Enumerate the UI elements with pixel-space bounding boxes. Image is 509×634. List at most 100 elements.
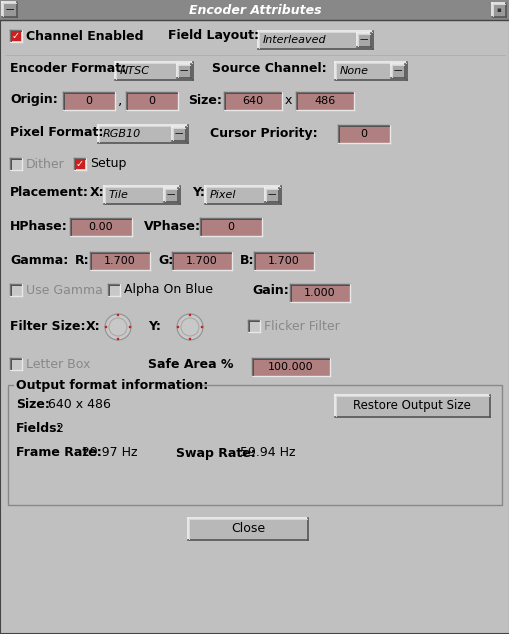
Bar (164, 188, 178, 202)
Bar (74, 158, 86, 170)
Text: 1.000: 1.000 (303, 288, 335, 298)
Bar (108, 284, 120, 296)
Text: HPhase:: HPhase: (10, 219, 68, 233)
Bar (334, 62, 406, 80)
Text: 640 x 486: 640 x 486 (48, 399, 110, 411)
Text: Encoder Attributes: Encoder Attributes (188, 4, 321, 16)
Bar (70, 218, 132, 236)
Text: NTSC: NTSC (120, 66, 150, 76)
Text: Placement:: Placement: (10, 186, 89, 200)
Circle shape (176, 326, 179, 328)
Text: 2: 2 (55, 422, 63, 436)
Text: X:: X: (86, 320, 100, 332)
Circle shape (188, 314, 191, 316)
Circle shape (104, 326, 107, 328)
Text: Gamma:: Gamma: (10, 254, 68, 266)
Text: Fields:: Fields: (16, 422, 63, 436)
Text: 1.700: 1.700 (104, 256, 135, 266)
Text: 59.94 Hz: 59.94 Hz (240, 446, 295, 460)
Text: ✓: ✓ (12, 31, 20, 41)
Text: 100.000: 100.000 (268, 362, 313, 372)
Bar (258, 31, 372, 49)
Circle shape (105, 314, 131, 340)
Bar (63, 92, 115, 110)
Text: ✓: ✓ (76, 159, 84, 169)
Bar (11, 31, 21, 41)
Circle shape (188, 338, 191, 340)
Bar (10, 358, 22, 370)
Bar (172, 252, 232, 270)
Bar (10, 284, 22, 296)
Text: Alpha On Blue: Alpha On Blue (124, 283, 213, 297)
Bar (265, 188, 278, 202)
Text: Origin:: Origin: (10, 93, 58, 107)
Text: 0.00: 0.00 (89, 222, 113, 232)
Bar (10, 158, 22, 170)
Text: Y:: Y: (191, 186, 205, 200)
Bar (90, 252, 150, 270)
Text: Restore Output Size: Restore Output Size (352, 399, 470, 413)
Bar (290, 284, 349, 302)
Text: Source Channel:: Source Channel: (212, 63, 326, 75)
Bar (337, 125, 389, 143)
Text: —: — (359, 36, 367, 44)
Bar (0, 0, 509, 20)
Text: Size:: Size: (16, 399, 50, 411)
Text: Field Layout:: Field Layout: (167, 30, 259, 42)
Text: 0: 0 (360, 129, 367, 139)
Bar (205, 186, 280, 204)
Bar (115, 62, 192, 80)
Text: Gain:: Gain: (251, 283, 288, 297)
Text: —: — (5, 6, 14, 15)
Bar (98, 125, 188, 143)
Circle shape (128, 326, 131, 328)
Bar (223, 92, 281, 110)
Text: 486: 486 (314, 96, 335, 106)
Bar (10, 30, 22, 42)
Text: Frame Rate:: Frame Rate: (16, 446, 102, 460)
Text: Pixel: Pixel (210, 190, 236, 200)
Text: Filter Size:: Filter Size: (10, 320, 86, 332)
Text: Interleaved: Interleaved (263, 35, 326, 45)
Text: Dither: Dither (26, 157, 65, 171)
Text: Cursor Priority:: Cursor Priority: (210, 127, 317, 139)
Text: Use Gamma: Use Gamma (26, 283, 103, 297)
Text: —: — (175, 129, 183, 138)
Text: Channel Enabled: Channel Enabled (26, 30, 143, 42)
Text: —: — (166, 190, 175, 200)
Bar (75, 159, 85, 169)
Text: ,: , (118, 93, 122, 107)
Bar (253, 252, 314, 270)
Bar (295, 92, 353, 110)
Circle shape (117, 338, 119, 340)
Text: G:: G: (158, 254, 173, 266)
Bar (172, 127, 186, 141)
Text: Pixel Format:: Pixel Format: (10, 127, 103, 139)
Circle shape (201, 326, 203, 328)
Bar (247, 320, 260, 332)
Bar (177, 64, 191, 78)
Text: 0: 0 (148, 96, 155, 106)
Text: —: — (267, 190, 276, 200)
Bar (491, 3, 505, 17)
Text: Swap Rate:: Swap Rate: (176, 446, 255, 460)
Text: 1.700: 1.700 (268, 256, 299, 266)
Text: Safe Area %: Safe Area % (148, 358, 233, 370)
Text: VPhase:: VPhase: (144, 219, 201, 233)
Text: B:: B: (240, 254, 254, 266)
Text: Encoder Format:: Encoder Format: (10, 63, 126, 75)
Bar (126, 92, 178, 110)
Text: 0: 0 (227, 222, 234, 232)
Text: Close: Close (231, 522, 265, 536)
Circle shape (117, 314, 119, 316)
Text: —: — (393, 67, 402, 75)
Bar (390, 64, 404, 78)
Text: 29.97 Hz: 29.97 Hz (82, 446, 137, 460)
Text: RGB10: RGB10 (103, 129, 141, 139)
Text: Y:: Y: (148, 320, 160, 332)
Text: Flicker Filter: Flicker Filter (264, 320, 339, 332)
Bar (188, 518, 307, 540)
Text: 0: 0 (86, 96, 92, 106)
Bar (334, 395, 489, 417)
Bar (8, 385, 501, 505)
